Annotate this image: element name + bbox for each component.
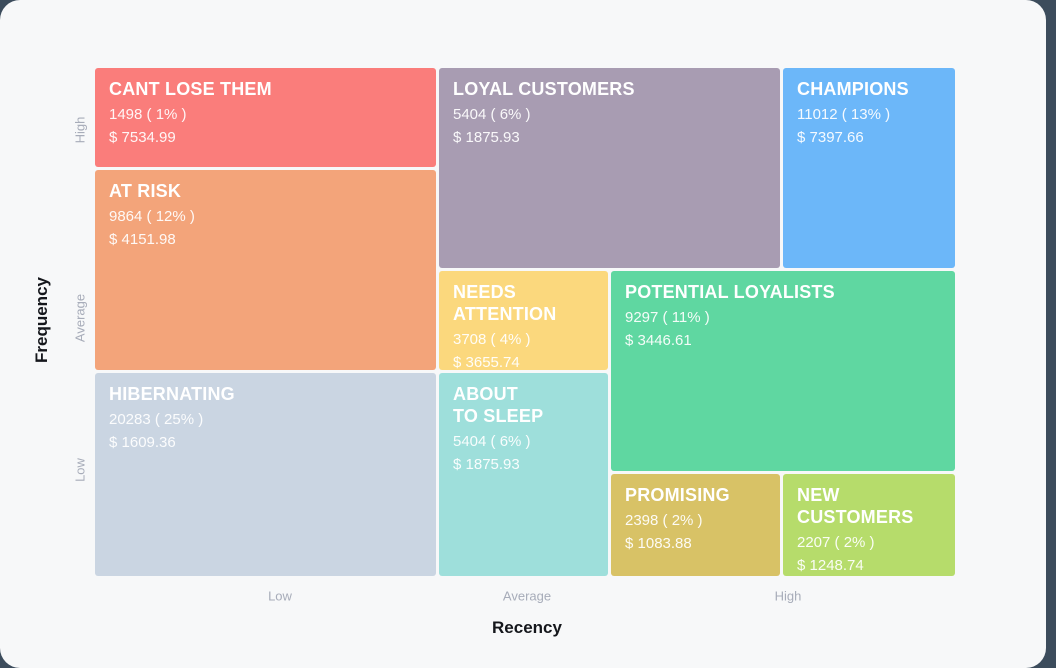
segment-title: PROMISING — [625, 485, 730, 505]
segment-cant-lose-them[interactable]: CANT LOSE THEM 1498 ( 1% ) $ 7534.99 — [95, 68, 436, 167]
segment-monetary: $ 1083.88 — [625, 535, 692, 553]
segment-at-risk[interactable]: AT RISK 9864 ( 12% ) $ 4151.98 — [95, 170, 436, 370]
y-tick-high: High — [72, 116, 88, 144]
segment-monetary: $ 7397.66 — [797, 129, 864, 147]
segment-monetary: $ 1875.93 — [453, 456, 520, 474]
segment-monetary: $ 1875.93 — [453, 129, 520, 147]
y-axis-title: Frequency — [32, 277, 51, 363]
segment-title: POTENTIAL LOYALISTS — [625, 282, 835, 302]
segment-monetary: $ 7534.99 — [109, 129, 176, 147]
segment-potential-loyalists[interactable]: POTENTIAL LOYALISTS 9297 ( 11% ) $ 3446.… — [611, 271, 955, 471]
segment-count: 1498 ( 1% ) — [109, 105, 187, 123]
y-tick-average: Average — [72, 293, 88, 343]
segment-monetary: $ 4151.98 — [109, 231, 176, 249]
segment-count: 20283 ( 25% ) — [109, 410, 204, 428]
segment-title: HIBERNATING — [109, 384, 235, 404]
segment-title: LOYAL CUSTOMERS — [453, 79, 635, 99]
segment-title: ABOUT TO SLEEP — [453, 384, 544, 426]
segment-title: NEW CUSTOMERS — [797, 485, 914, 527]
segment-count: 5404 ( 6% ) — [453, 432, 531, 450]
segment-loyal-customers[interactable]: LOYAL CUSTOMERS 5404 ( 6% ) $ 1875.93 — [439, 68, 780, 268]
segment-count: 2398 ( 2% ) — [625, 511, 703, 529]
segment-count: 9864 ( 12% ) — [109, 207, 195, 225]
segment-hibernating[interactable]: HIBERNATING 20283 ( 25% ) $ 1609.36 — [95, 373, 436, 576]
segment-monetary: $ 1609.36 — [109, 434, 176, 452]
segment-title: CANT LOSE THEM — [109, 79, 272, 99]
segment-count: 2207 ( 2% ) — [797, 533, 875, 551]
segment-title: AT RISK — [109, 181, 182, 201]
y-tick-low: Low — [72, 458, 88, 482]
x-axis-title: Recency — [492, 618, 562, 637]
segment-monetary: $ 3446.61 — [625, 332, 692, 350]
segment-count: 5404 ( 6% ) — [453, 105, 531, 123]
segment-title: NEEDS ATTENTION — [453, 282, 557, 324]
segment-count: 11012 ( 13% ) — [797, 105, 891, 123]
segment-champions[interactable]: CHAMPIONS 11012 ( 13% ) $ 7397.66 — [783, 68, 955, 268]
segment-monetary: $ 3655.74 — [453, 354, 520, 370]
x-tick-average: Average — [502, 588, 552, 604]
segment-count: 9297 ( 11% ) — [625, 308, 710, 326]
segment-promising[interactable]: PROMISING 2398 ( 2% ) $ 1083.88 — [611, 474, 780, 576]
segment-needs-attention[interactable]: NEEDS ATTENTION 3708 ( 4% ) $ 3655.74 — [439, 271, 608, 370]
segment-count: 3708 ( 4% ) — [453, 330, 531, 348]
x-tick-high: High — [774, 588, 802, 604]
segment-new-customers[interactable]: NEW CUSTOMERS 2207 ( 2% ) $ 1248.74 — [783, 474, 955, 576]
x-tick-low: Low — [268, 588, 292, 604]
segment-about-to-sleep[interactable]: ABOUT TO SLEEP 5404 ( 6% ) $ 1875.93 — [439, 373, 608, 576]
segment-title: CHAMPIONS — [797, 79, 909, 99]
segment-monetary: $ 1248.74 — [797, 557, 864, 575]
